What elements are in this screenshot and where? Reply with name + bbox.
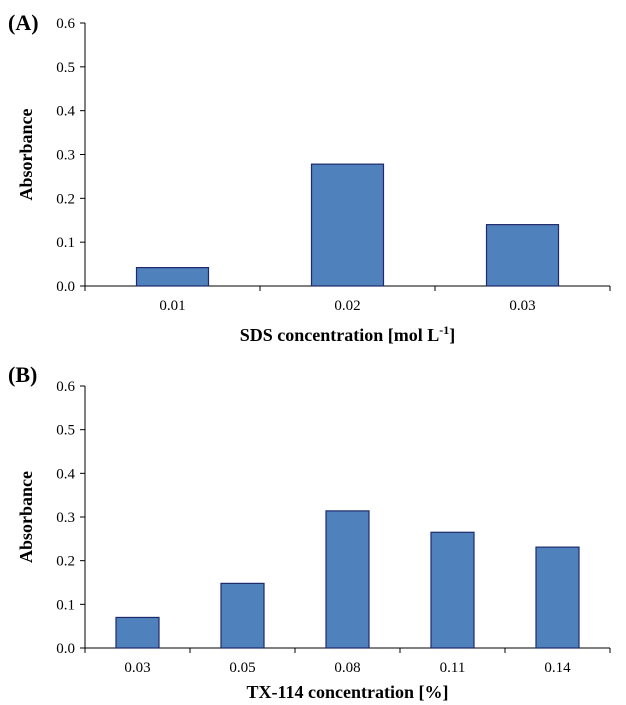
y-tick-label: 0.1: [56, 235, 75, 251]
bar: [115, 616, 160, 649]
panel-label-a: (A): [8, 10, 39, 35]
y-tick-label: 0.4: [56, 104, 75, 120]
x-tick-label: 0.01: [159, 298, 185, 314]
y-tick-label: 0.5: [56, 60, 75, 76]
y-tick-label: 0.6: [56, 16, 75, 32]
bar: [310, 163, 385, 287]
y-tick-label: 0.6: [56, 379, 75, 395]
x-tick-label: 0.14: [544, 660, 571, 676]
x-tick-label: 0.03: [509, 298, 535, 314]
chart-a-svg: 0.0 0.1 0.2 0.3 0.4 0.5 0.6 0.01 0.02 0.03 Absorba…: [16, 16, 611, 345]
x-tick-label: 0.02: [334, 298, 360, 314]
chart-b-svg: 0.0 0.1 0.2 0.3 0.4 0.5 0.6 0.03 0.05 0.08 0.11 0.1…: [16, 379, 611, 702]
bar: [135, 266, 210, 287]
y-tick-label: 0.1: [56, 597, 75, 613]
chart-panel-a: (A) 0.0 0.1 0.2 0.3 0.4 0.5 0.6 0.01 0.02 0.03 Abs…: [0, 0, 626, 352]
x-axis-title-main: SDS concentration [mol L: [240, 325, 440, 345]
y-tick-label: 0.2: [56, 191, 75, 207]
bar: [325, 510, 370, 649]
bar: [220, 582, 265, 649]
y-axis-title: Absorbance: [16, 471, 36, 563]
x-axis-title: SDS concentration [mol L-1]: [240, 323, 456, 345]
x-tick-label: 0.08: [334, 660, 360, 676]
chart-panel-b: (B) 0.0 0.1 0.2 0.3 0.4 0.5 0.6 0.03 0.05 0.08 0.1…: [0, 352, 626, 705]
panel-label-b: (B): [8, 362, 38, 387]
y-tick-label: 0.3: [56, 148, 75, 164]
y-tick-label: 0.0: [56, 641, 75, 657]
x-axis-title-tail: ]: [449, 325, 455, 345]
y-axis-title: Absorbance: [16, 108, 36, 200]
x-axis-title-main: TX-114 concentration [%]: [247, 682, 449, 702]
x-axis-title-superscript: -1: [439, 323, 449, 337]
y-tick-label: 0.3: [56, 510, 75, 526]
y-tick-label: 0.2: [56, 554, 75, 570]
bar: [535, 546, 580, 649]
x-tick-label: 0.11: [440, 660, 466, 676]
bar: [430, 531, 475, 649]
bar: [485, 224, 560, 287]
x-tick-label: 0.05: [229, 660, 255, 676]
y-tick-label: 0.0: [56, 279, 75, 295]
x-axis-title: TX-114 concentration [%]: [247, 682, 449, 702]
y-tick-label: 0.5: [56, 423, 75, 439]
x-tick-label: 0.03: [124, 660, 150, 676]
y-tick-label: 0.4: [56, 466, 75, 482]
